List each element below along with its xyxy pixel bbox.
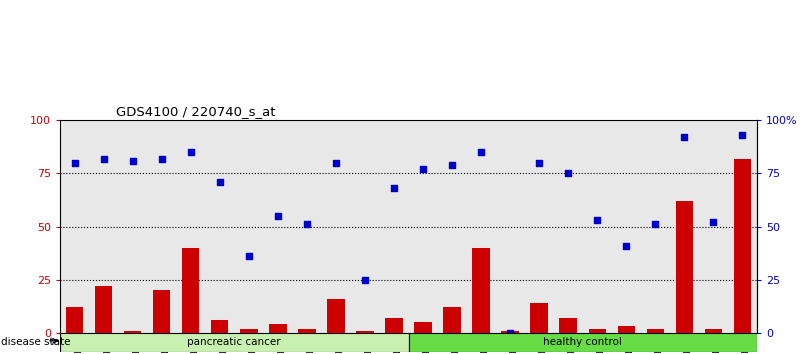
Point [68,160,81,166]
Point [213,179,226,185]
Point [300,222,313,227]
Point [272,213,284,219]
Bar [559,318,577,333]
Text: disease state: disease state [1,337,70,347]
Bar [182,248,199,333]
Bar [705,329,722,333]
Point [243,253,256,259]
Point [155,156,168,161]
Bar [675,201,693,333]
Point [591,217,604,223]
Point [475,149,488,155]
Point [678,135,690,140]
Text: healthy control: healthy control [543,337,622,348]
Bar [530,303,548,333]
Bar [473,248,489,333]
Bar [327,299,344,333]
Point [359,277,372,282]
Point [329,160,342,166]
Bar [356,331,373,333]
Point [97,156,110,161]
Point [417,166,429,172]
Text: pancreatic cancer: pancreatic cancer [187,337,281,348]
Point [533,160,545,166]
Bar [618,326,635,333]
Point [649,222,662,227]
Bar [501,331,519,333]
Bar [443,307,461,333]
Bar [269,324,287,333]
Bar [734,159,751,333]
Bar [124,331,141,333]
Point [445,162,458,168]
Bar [66,307,83,333]
Bar [95,286,112,333]
Bar [240,329,257,333]
Point [388,185,400,191]
Bar [646,329,664,333]
Point [504,330,517,336]
Point [184,149,197,155]
Point [620,243,633,249]
Bar [211,320,228,333]
Bar [60,333,409,352]
Point [707,219,720,225]
Point [562,171,574,176]
Bar [409,333,757,352]
Point [127,158,139,164]
Bar [589,329,606,333]
Bar [385,318,403,333]
Bar [414,322,432,333]
Point [736,132,749,138]
Text: GDS4100 / 220740_s_at: GDS4100 / 220740_s_at [116,105,276,118]
Bar [153,290,171,333]
Bar [298,329,316,333]
